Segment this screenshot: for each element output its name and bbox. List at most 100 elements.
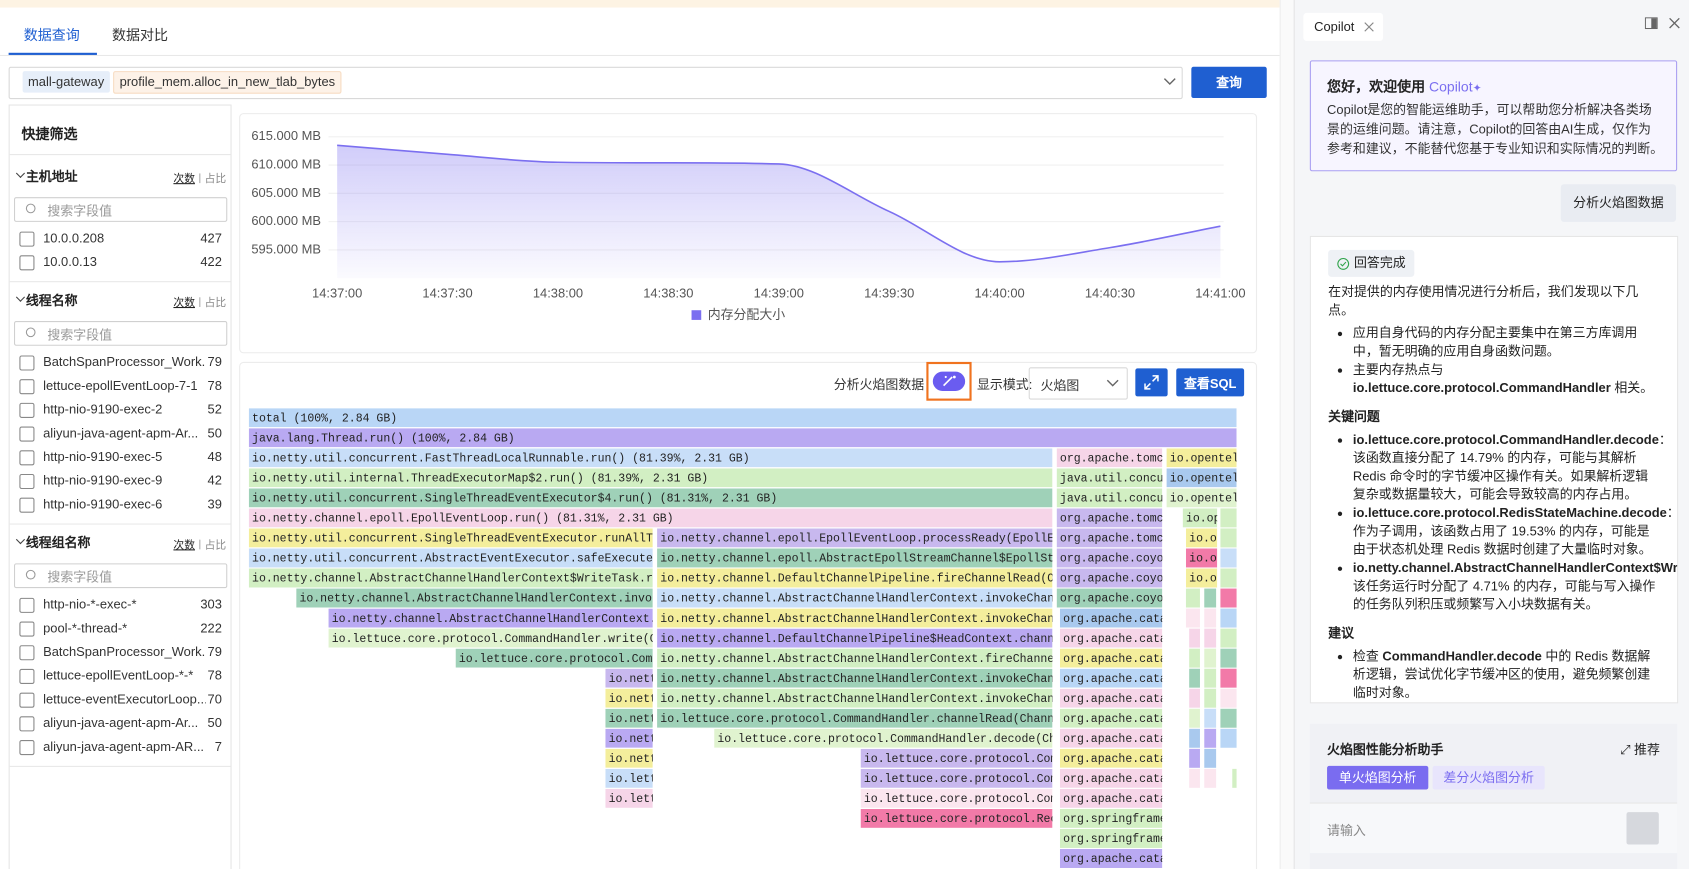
flame-frame[interactable]: io.netty.channel.AbstractChannelHandlerC…: [657, 669, 1054, 688]
flame-frame[interactable]: org.apache.cata: [1060, 769, 1167, 788]
flame-frame[interactable]: org.apache.cata: [1060, 729, 1167, 748]
send-button[interactable]: [1627, 812, 1659, 844]
flame-frame[interactable]: io.op: [1186, 569, 1224, 588]
checkbox[interactable]: [19, 740, 34, 755]
flame-frame[interactable]: io.netty.util.concurrent.SingleThreadEve…: [249, 488, 1053, 507]
checkbox[interactable]: [19, 255, 34, 270]
flame-frame[interactable]: io.netty.util.concurrent.AbstractEventEx…: [249, 548, 660, 567]
tab[interactable]: 数据对比: [112, 24, 168, 44]
flame-frame[interactable]: io.op: [1186, 548, 1224, 567]
copilot-tab[interactable]: Copilot: [1303, 13, 1383, 41]
flame-frame[interactable]: io.nett: [605, 749, 657, 768]
flame-frame[interactable]: org.apache.cata: [1060, 749, 1167, 768]
flame-frame[interactable]: io.opentel: [1167, 448, 1239, 467]
flame-frame[interactable]: org.apache.cata: [1060, 669, 1167, 688]
layout-icon[interactable]: [1645, 17, 1658, 29]
flame-frame[interactable]: io.nett: [605, 729, 657, 748]
checkbox[interactable]: [19, 474, 34, 489]
flame-frame[interactable]: io.lettuce.core.protocol.CommandHandler.…: [657, 709, 1054, 728]
flame-frame[interactable]: io.op: [1186, 528, 1224, 547]
mode-select[interactable]: 火焰图: [1029, 367, 1128, 399]
flame-frame[interactable]: org.apache.cata: [1060, 849, 1167, 868]
flame-frame[interactable]: io.nett: [605, 709, 657, 728]
flame-frame[interactable]: io.lettuce.core.protocol.CommandHandler.…: [714, 729, 1056, 748]
flame-frame[interactable]: org.apache.cata: [1060, 609, 1167, 628]
flame-frame[interactable]: io.lett: [605, 789, 657, 808]
search-input[interactable]: 搜索字段值: [14, 197, 227, 222]
sort-ratio[interactable]: 占比: [205, 297, 227, 309]
flame-frame[interactable]: io.netty.channel.AbstractChannelHandlerC…: [249, 569, 660, 588]
flame-frame[interactable]: io.netty.util.concurrent.FastThreadLocal…: [249, 448, 1053, 467]
flame-frame[interactable]: io.lettuce.core.protocol.CommandHandler.…: [329, 629, 657, 648]
flame-frame[interactable]: io.nett: [605, 669, 657, 688]
flame-frame[interactable]: io.lettuce.core.protocol.Com: [861, 789, 1058, 808]
flame-frame[interactable]: org.apache.cata: [1060, 789, 1167, 808]
sort-count[interactable]: 次数: [173, 297, 195, 309]
flame-frame[interactable]: org.apache.tomca: [1057, 448, 1171, 467]
flame-frame[interactable]: io.op: [1183, 508, 1221, 527]
flame-frame[interactable]: io.lett: [605, 769, 657, 788]
sort-ratio[interactable]: 占比: [205, 540, 227, 552]
flame-frame[interactable]: org.apache.tomca: [1057, 508, 1171, 527]
query-button[interactable]: 查询: [1191, 67, 1266, 98]
checkbox[interactable]: [19, 645, 34, 660]
flame-frame[interactable]: org.apache.cata: [1060, 709, 1167, 728]
flame-frame[interactable]: org.apache.coyo: [1057, 589, 1164, 608]
flame-frame[interactable]: io.lettuce.core.protocol.Rec: [861, 809, 1058, 828]
flame-frame[interactable]: org.apache.cata: [1060, 629, 1167, 648]
flame-frame[interactable]: io.netty.channel.AbstractChannelHandlerC…: [657, 649, 1054, 668]
recommend[interactable]: ⤢ 推荐: [1620, 740, 1660, 758]
flame-frame[interactable]: io.netty.channel.DefaultChannelPipeline$…: [657, 629, 1054, 648]
mode-button[interactable]: 单火焰图分析: [1327, 766, 1428, 790]
checkbox[interactable]: [19, 355, 34, 370]
flame-frame[interactable]: org.apache.cata: [1060, 649, 1167, 668]
flame-frame[interactable]: io.netty.channel.AbstractChannelHandlerC…: [657, 689, 1054, 708]
flame-frame[interactable]: io.netty.channel.AbstractChannelHandlerC…: [657, 589, 1054, 608]
tab[interactable]: 数据查询: [24, 24, 80, 44]
flame-frame[interactable]: io.netty.channel.epoll.EpollEventLoop.ru…: [249, 508, 1053, 527]
flame-frame[interactable]: io.netty.channel.DefaultChannelPipeline.…: [657, 569, 1054, 588]
flame-frame[interactable]: io.opentel: [1167, 488, 1239, 507]
flame-frame[interactable]: io.lettuce.core.protocol.Com: [861, 769, 1058, 788]
flame-frame[interactable]: org.apache.coyo: [1057, 548, 1164, 567]
mode-button[interactable]: 差分火焰图分析: [1433, 766, 1545, 790]
flame-frame[interactable]: org.apache.cata: [1060, 689, 1167, 708]
search-input[interactable]: 搜索字段值: [14, 321, 227, 346]
checkbox[interactable]: [19, 669, 34, 684]
flame-frame[interactable]: io.netty.util.internal.ThreadExecutorMap…: [249, 468, 1053, 487]
checkbox[interactable]: [19, 693, 34, 708]
checkbox[interactable]: [19, 498, 34, 513]
flame-frame[interactable]: io.netty.util.concurrent.SingleThreadEve…: [249, 528, 660, 547]
chat-input[interactable]: 请输入: [1310, 802, 1677, 853]
sql-button[interactable]: 查看SQL: [1176, 368, 1244, 396]
checkbox[interactable]: [19, 450, 34, 465]
copilot-toggle[interactable]: [933, 372, 965, 391]
flame-frame[interactable]: org.springframe: [1060, 809, 1167, 828]
expand-button[interactable]: [1135, 368, 1167, 396]
checkbox[interactable]: [19, 598, 34, 613]
close-icon[interactable]: [1364, 22, 1375, 33]
checkbox[interactable]: [19, 379, 34, 394]
flame-frame[interactable]: io.netty.channel.AbstractChannelHandlerC…: [296, 589, 666, 608]
sort-count[interactable]: 次数: [173, 173, 195, 185]
flame-frame[interactable]: org.apache.tomca: [1057, 528, 1171, 547]
flame-frame[interactable]: org.apache.coyo: [1057, 569, 1164, 588]
flame-frame[interactable]: java.util.concu: [1057, 468, 1164, 487]
search-input[interactable]: 搜索字段值: [14, 563, 227, 588]
flame-frame[interactable]: io.netty.channel.AbstractChannelHandlerC…: [657, 609, 1054, 628]
sort-ratio[interactable]: 占比: [205, 173, 227, 185]
flame-frame[interactable]: io.lettuce.core.protocol.Comm: [456, 649, 660, 668]
checkbox[interactable]: [19, 403, 34, 418]
flame-frame[interactable]: io.netty.channel.epoll.AbstractEpollStre…: [657, 548, 1054, 567]
flame-frame[interactable]: org.springframe: [1060, 829, 1167, 848]
checkbox[interactable]: [19, 716, 34, 731]
flame-frame[interactable]: io.lettuce.core.protocol.Com: [861, 749, 1058, 768]
sort-count[interactable]: 次数: [173, 540, 195, 552]
flame-frame[interactable]: java.lang.Thread.run() (100%, 2.84 GB): [249, 428, 1237, 447]
checkbox[interactable]: [19, 232, 34, 247]
flame-frame[interactable]: io.netty.channel.AbstractChannelHandlerC…: [329, 609, 657, 628]
flame-frame[interactable]: io.opentel: [1167, 468, 1239, 487]
flame-frame[interactable]: total (100%, 2.84 GB): [249, 408, 1237, 427]
flame-frame[interactable]: java.util.concu: [1057, 488, 1164, 507]
flame-frame[interactable]: io.nett: [605, 689, 657, 708]
